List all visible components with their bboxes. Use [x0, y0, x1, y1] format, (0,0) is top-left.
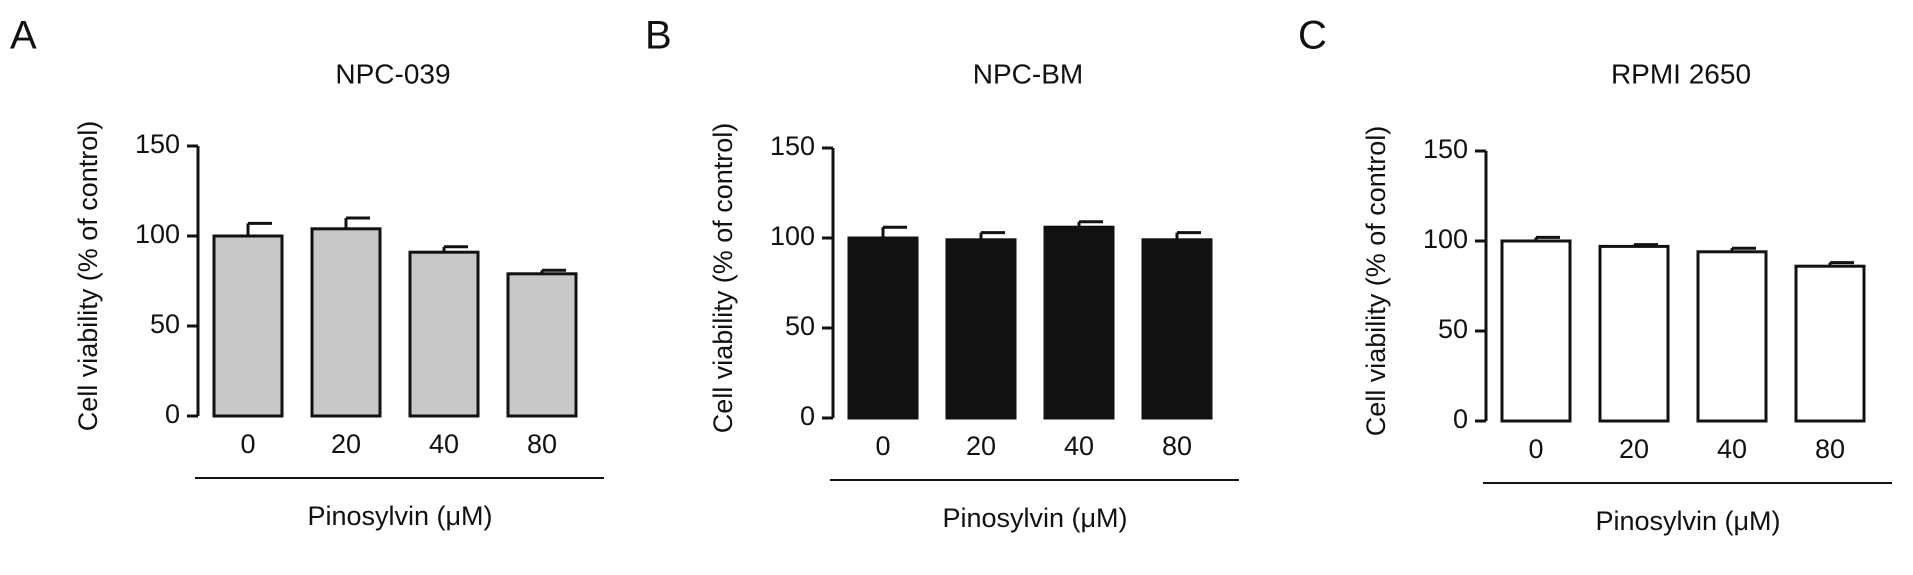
- y-tick-label: 50: [150, 309, 180, 339]
- x-tick-label: 20: [331, 429, 361, 459]
- bar: [1598, 244, 1670, 423]
- panel: A NPC-039 Cell viability (% of control) 0 50…: [10, 14, 604, 531]
- y-tick-label: 150: [1423, 134, 1468, 164]
- y-tick-label: 0: [165, 399, 180, 429]
- bar: [847, 236, 919, 420]
- bar: [506, 272, 578, 418]
- y-tick-label: 0: [1453, 404, 1468, 434]
- chart-title: NPC-039: [335, 58, 450, 89]
- y-axis-label: Cell viability (% of control): [1361, 126, 1391, 437]
- x-tick-label: 40: [1064, 431, 1094, 461]
- x-tick-label: 40: [429, 429, 459, 459]
- bar: [1043, 225, 1115, 420]
- x-tick-label: 20: [966, 431, 996, 461]
- x-tick-label: 0: [240, 429, 255, 459]
- y-tick-label: 100: [135, 219, 180, 249]
- bar: [1794, 264, 1866, 423]
- panel: C RPMI 2650 Cell viability (% of control) 0…: [1298, 14, 1892, 536]
- y-axis-label: Cell viability (% of control): [708, 123, 738, 434]
- y-tick-label: 0: [800, 401, 815, 431]
- bar: [1500, 239, 1572, 423]
- bar: [1141, 238, 1213, 420]
- panel: B NPC-BM Cell viability (% of control) 0 50 1…: [645, 14, 1239, 533]
- x-tick-label: 80: [527, 429, 557, 459]
- x-tick-label: 80: [1815, 434, 1845, 464]
- y-tick-label: 150: [135, 129, 180, 159]
- x-tick-label: 0: [1528, 434, 1543, 464]
- x-axis-label: Pinosylvin (μM): [307, 501, 492, 531]
- y-tick-label: 100: [1423, 224, 1468, 254]
- x-axis-label: Pinosylvin (μM): [942, 503, 1127, 533]
- bar: [310, 227, 382, 418]
- x-axis-label: Pinosylvin (μM): [1595, 506, 1780, 536]
- y-tick-label: 100: [770, 221, 815, 251]
- panel-label: C: [1298, 14, 1327, 58]
- panel-label: B: [645, 14, 672, 58]
- panel-label: A: [10, 14, 37, 58]
- x-tick-label: 40: [1717, 434, 1747, 464]
- y-tick-label: 50: [785, 311, 815, 341]
- y-tick-label: 50: [1438, 314, 1468, 344]
- bar: [1696, 250, 1768, 423]
- y-tick-label: 150: [770, 131, 815, 161]
- bar: [212, 234, 284, 418]
- x-tick-label: 0: [875, 431, 890, 461]
- y-axis-label: Cell viability (% of control): [73, 121, 103, 432]
- x-tick-label: 80: [1162, 431, 1192, 461]
- bar: [408, 250, 480, 418]
- bar: [945, 238, 1017, 420]
- chart-title: RPMI 2650: [1611, 58, 1751, 89]
- chart-title: NPC-BM: [973, 58, 1083, 89]
- x-tick-label: 20: [1619, 434, 1649, 464]
